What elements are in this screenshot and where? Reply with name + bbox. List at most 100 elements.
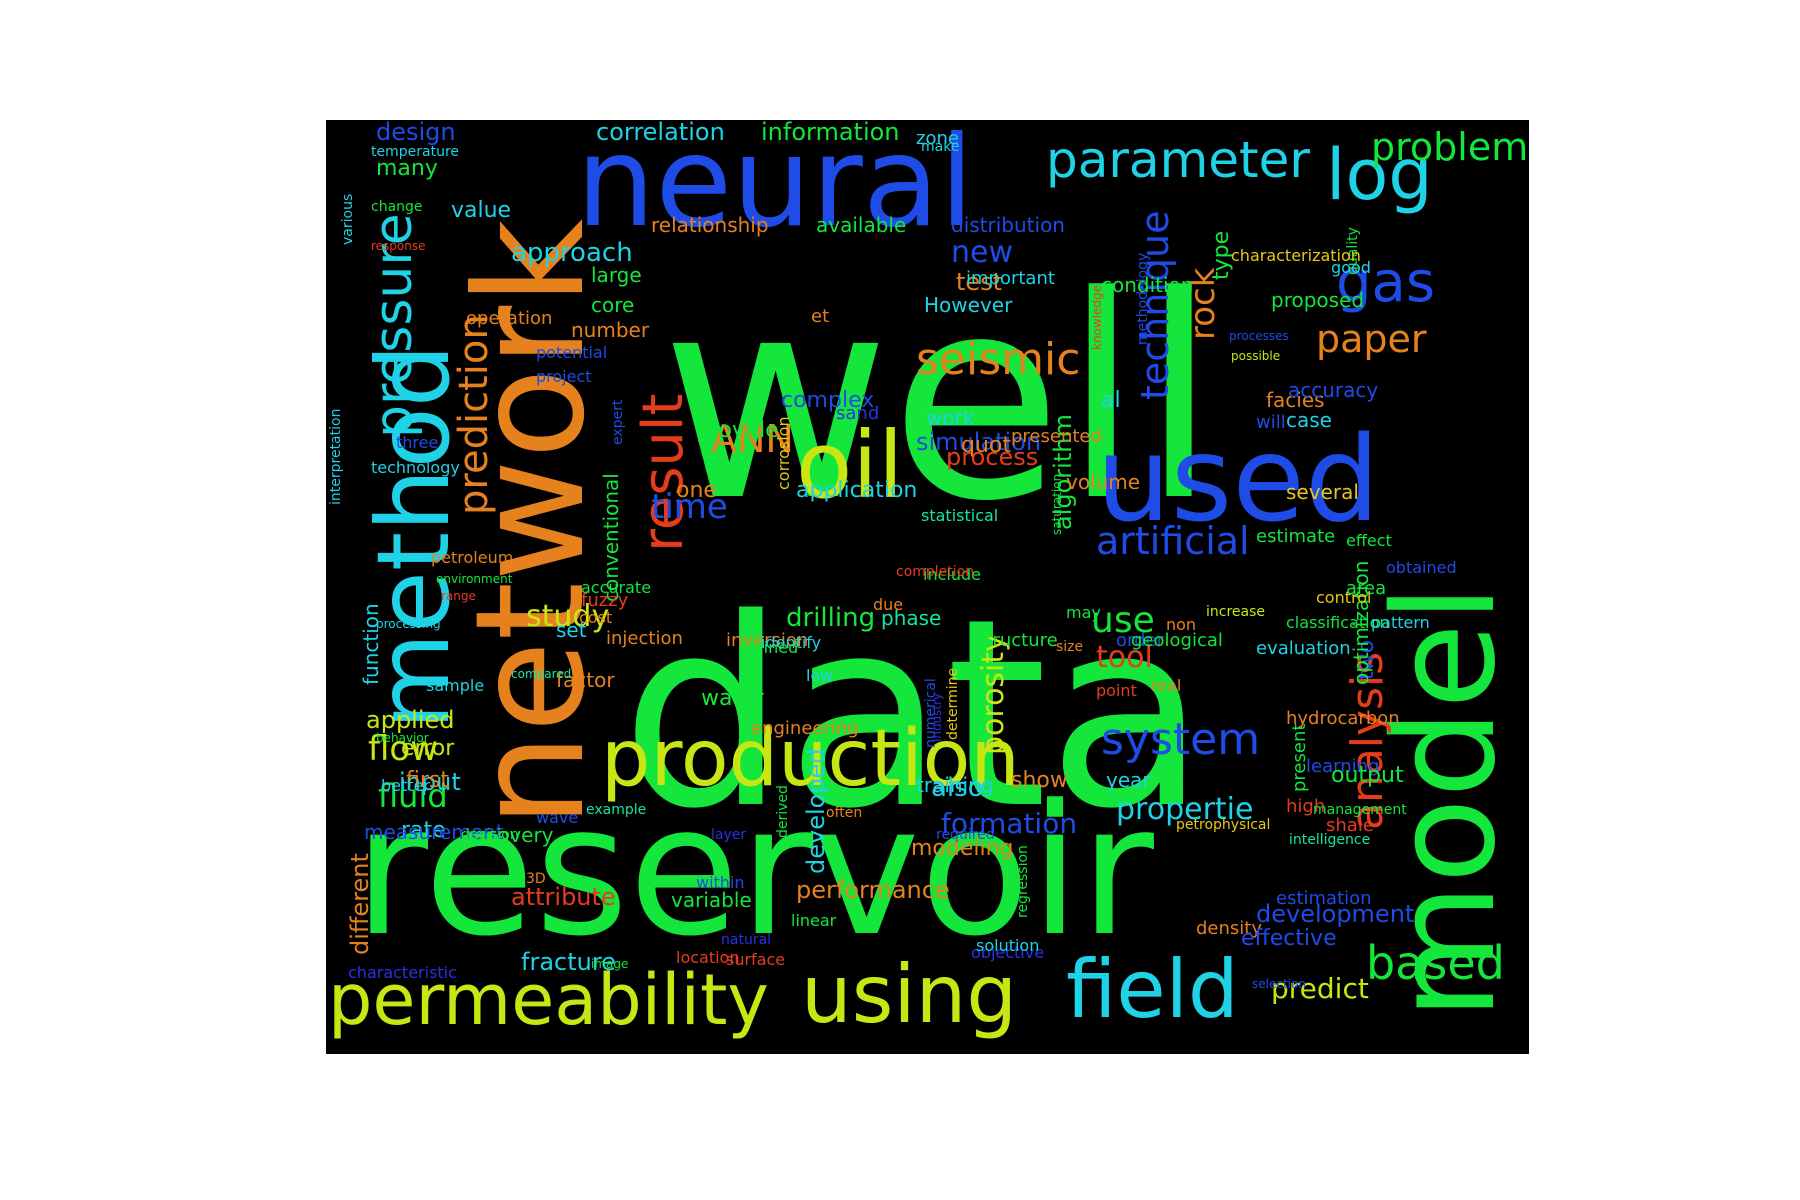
cloud-word: derived [775,785,791,838]
cloud-word: show [1011,768,1068,793]
cloud-word: low [806,666,834,685]
cloud-word: layer [711,827,747,843]
cloud-word: geological [1131,630,1223,651]
cloud-word: several [1286,480,1359,504]
cloud-word: performance [796,876,950,904]
cloud-word: function [359,603,383,685]
cloud-word: effective [1241,926,1337,951]
cloud-word: distribution [951,213,1065,237]
cloud-word: petrophysical [1176,817,1271,833]
cloud-word: petroleum [431,548,514,567]
cloud-word: using [801,948,1018,1041]
cloud-word: range [441,589,476,603]
cloud-word: project [536,367,592,386]
cloud-word: industry [930,692,944,742]
cloud-word: completion [896,564,975,580]
cloud-word: many [376,156,438,181]
cloud-word: effect [1346,531,1392,550]
cloud-word: non [1166,615,1197,634]
cloud-word: statistical [921,506,999,525]
cloud-word: neural [576,120,975,255]
cloud-word: data [621,564,1207,866]
cloud-word: possible [1231,349,1281,363]
cloud-word: management [1313,802,1407,818]
cloud-word: quot [961,433,1011,458]
cloud-word: sample [426,676,485,695]
cloud-word: presented [1011,426,1102,447]
cloud-word: linear [791,911,837,930]
cloud-word: one [676,478,717,503]
cloud-word: recovery [466,823,554,847]
cloud-word: condition [1101,273,1194,297]
cloud-word: training [916,773,994,797]
word-cloud-panel: well data reservoir network model neural metho… [326,120,1529,1054]
cloud-word: output [1331,763,1404,788]
cloud-word: behavior [376,731,429,745]
cloud-word: natural [721,932,772,948]
cloud-word: relationship [651,213,769,237]
cloud-word: high [1286,796,1326,817]
cloud-word: obtained [1386,558,1457,577]
cloud-word: available [816,213,907,237]
cloud-word: image [591,957,629,971]
cloud-word: pattern [1371,613,1430,632]
cloud-word: type [1209,230,1234,280]
cloud-word: objective [971,943,1045,962]
cloud-word: water [701,686,764,711]
cloud-word: processing [376,617,441,631]
cloud-word: value [451,198,512,223]
cloud-word: first [406,768,449,793]
cloud-word: 3D [526,871,546,887]
cloud-word: operation [466,308,553,329]
cloud-word: et [811,306,830,327]
cloud-word: order [1116,630,1164,651]
cloud-word: classification [1286,613,1390,632]
cloud-word: intelligence [1289,832,1371,848]
cloud-word: characterization [1231,246,1361,265]
cloud-word: system [1101,714,1261,765]
cloud-word: process [946,443,1039,471]
cloud-word: use [1091,600,1155,641]
cloud-word: estimation [1276,888,1372,909]
cloud-word: permeability [328,959,769,1041]
cloud-word: learning [1306,756,1380,777]
cloud-word: modeling [911,836,1014,861]
cloud-word: estimate [1256,526,1336,547]
cloud-word: study [526,599,610,634]
cloud-word: density [1196,918,1262,939]
cloud-word: fracture [521,948,616,976]
cloud-word: accurate [581,578,652,597]
cloud-word: provide [696,418,779,443]
cloud-word: oil [796,412,904,519]
cloud-word: interpretation [328,408,344,505]
cloud-word: methodology [1135,252,1151,345]
cloud-word: include [923,565,981,584]
cloud-word: production [601,714,1020,804]
cloud-word: control [1316,588,1372,607]
cloud-word: engineering [751,718,859,739]
cloud-word: characteristic [348,963,457,982]
cloud-word: correlation [596,120,725,146]
cloud-word: phase [881,606,942,630]
cloud-word: various [340,193,356,245]
cloud-word: required [936,827,995,843]
cloud-word: well [661,237,1218,563]
cloud-word: due [873,595,904,614]
cloud-word: new [951,235,1014,270]
cloud-word: porosity [976,634,1011,755]
cloud-word: attribute [511,883,616,911]
cloud-word: important [966,268,1055,289]
cloud-word: work [926,406,975,430]
cloud-word: selection [1252,977,1306,991]
cloud-word: factor [556,668,615,692]
cloud-word: corrosion [774,416,793,490]
cloud-word: response [371,239,426,253]
cloud-word: tool [1096,640,1153,675]
cloud-word: field [1066,943,1239,1036]
cloud-word: measurement [364,820,504,844]
cloud-word: flow [368,729,439,769]
cloud-word: problem [1371,125,1529,169]
cloud-word: identify [761,633,822,652]
cloud-word: size [1056,639,1084,655]
cloud-word: development [1256,900,1415,928]
